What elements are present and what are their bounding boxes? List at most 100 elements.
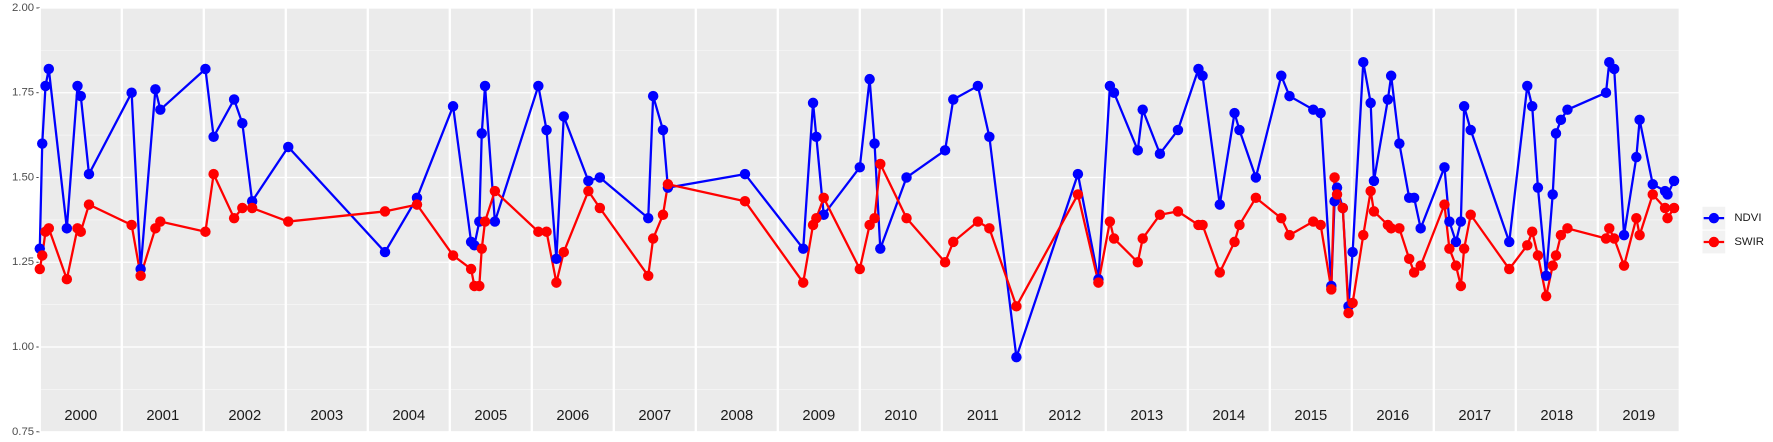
point: [200, 63, 211, 75]
point: [37, 138, 48, 149]
point: [1326, 284, 1337, 295]
point: [1368, 206, 1380, 217]
point: [1108, 233, 1120, 244]
point: [1385, 70, 1397, 81]
point: [1532, 250, 1544, 261]
point: [1172, 206, 1184, 217]
point: [1562, 223, 1573, 234]
point: [662, 179, 674, 190]
point: [583, 185, 594, 197]
point: [1647, 189, 1658, 200]
point: [1137, 104, 1148, 115]
point: [551, 253, 562, 265]
point: [875, 243, 886, 254]
point: [1172, 124, 1184, 136]
point: [647, 90, 659, 102]
point: [533, 80, 544, 92]
point: [1608, 63, 1620, 75]
point: [854, 263, 866, 275]
point: [1011, 351, 1022, 363]
y-tick-label: 1.25: [12, 256, 34, 268]
point: [237, 202, 248, 214]
point: [1618, 260, 1630, 271]
point: [1659, 202, 1671, 214]
point: [1132, 145, 1144, 156]
legend-label: NDVI: [1734, 212, 1761, 224]
x-tick-label: 2003: [310, 408, 343, 424]
point: [1550, 250, 1562, 261]
point: [1631, 212, 1642, 224]
point: [1547, 260, 1558, 271]
legend-label: SWIR: [1734, 236, 1764, 248]
point: [1154, 209, 1166, 221]
x-tick-label: 2001: [146, 408, 179, 424]
point: [1662, 189, 1673, 200]
point: [1276, 70, 1287, 81]
point: [1647, 179, 1658, 190]
x-tick-label: 2005: [474, 408, 507, 424]
point: [1229, 236, 1240, 248]
point: [135, 270, 146, 282]
point: [1072, 168, 1084, 180]
point: [1104, 216, 1116, 227]
point: [1439, 162, 1450, 173]
point: [1234, 124, 1245, 136]
point: [939, 145, 951, 156]
point: [1465, 209, 1476, 221]
x-tick-label: 2004: [392, 408, 425, 424]
point: [43, 63, 55, 75]
series-line: [38, 159, 1676, 314]
x-tick-label: 2011: [967, 408, 999, 424]
point: [1631, 151, 1642, 163]
point: [984, 131, 995, 143]
point: [1394, 223, 1405, 234]
point: [1343, 307, 1354, 319]
point: [1250, 172, 1262, 183]
point: [647, 233, 659, 244]
point: [150, 84, 161, 95]
point: [1668, 202, 1680, 214]
point: [155, 216, 166, 227]
point: [479, 80, 491, 92]
point: [72, 80, 83, 92]
point: [465, 263, 477, 275]
point: [901, 212, 912, 224]
y-tick-label: 1.50: [12, 171, 34, 183]
point: [1455, 280, 1467, 292]
point: [1550, 128, 1562, 139]
point: [1540, 270, 1552, 282]
point: [1108, 87, 1120, 98]
point: [1284, 90, 1295, 102]
point: [200, 226, 211, 237]
point: [1600, 233, 1612, 244]
point: [797, 243, 809, 254]
x-tick-label: 2019: [1622, 408, 1655, 424]
point: [1662, 212, 1673, 224]
point: [61, 273, 73, 285]
point: [1504, 263, 1515, 275]
point: [1439, 199, 1450, 210]
point: [1458, 243, 1470, 254]
point: [558, 246, 569, 258]
point: [1465, 124, 1476, 136]
point: [43, 223, 55, 234]
point: [1358, 229, 1369, 241]
point: [818, 192, 829, 204]
point: [1382, 94, 1394, 105]
point: [1444, 216, 1455, 227]
point: [75, 226, 87, 237]
point: [126, 87, 137, 98]
point: [739, 195, 751, 207]
point: [948, 94, 959, 105]
point: [869, 138, 880, 149]
x-tick-label: 2014: [1212, 408, 1245, 424]
x-tick-label: 2015: [1294, 408, 1327, 424]
point: [1214, 199, 1226, 210]
point: [1365, 185, 1376, 197]
point: [657, 209, 669, 221]
point: [1331, 189, 1343, 200]
point: [479, 216, 491, 227]
point: [1358, 56, 1369, 68]
point: [1234, 219, 1245, 231]
